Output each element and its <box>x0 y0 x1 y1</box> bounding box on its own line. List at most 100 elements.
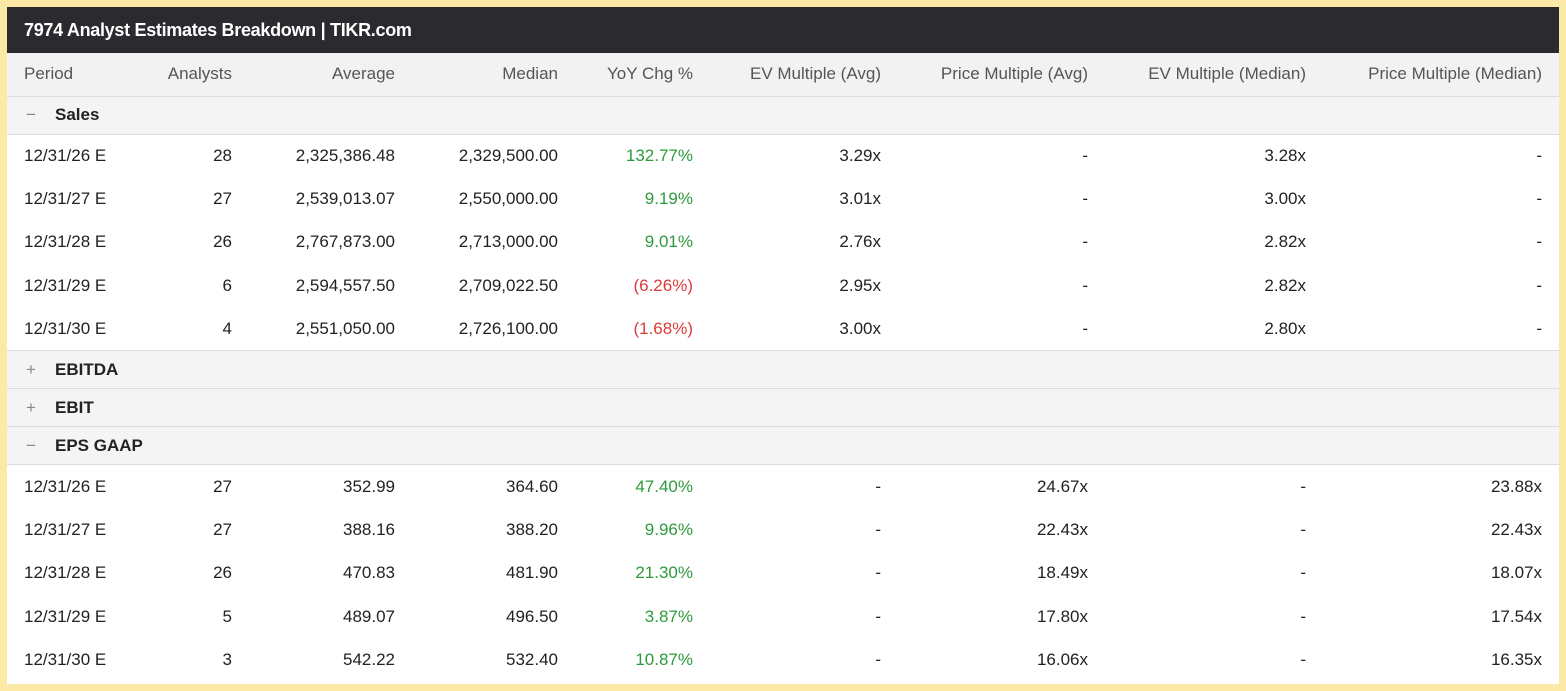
cell-price-median: 23.88x <box>1490 476 1542 496</box>
cell-period: 12/31/27 E <box>24 189 107 209</box>
col-header-average[interactable]: Average <box>331 64 395 84</box>
section-row-ebitda[interactable]: + EBITDA <box>7 350 1559 389</box>
section-row-ebit[interactable]: + EBIT <box>7 388 1559 427</box>
table-header-row: Period Analysts Average Median YoY Chg %… <box>7 53 1559 96</box>
cell-median: 2,329,500.00 <box>458 145 558 165</box>
cell-ev-median: - <box>1300 520 1306 540</box>
section-toggle-cell[interactable]: − Sales <box>7 96 1559 134</box>
section-toggle-cell[interactable]: − EPS GAAP <box>7 427 1559 465</box>
table-row: 12/31/28 E 26 470.83 481.90 21.30% - 18.49x - 18… <box>7 552 1559 595</box>
cell-ev-median: 2.82x <box>1264 275 1306 295</box>
cell-average: 2,539,013.07 <box>295 189 395 209</box>
table-row: 12/31/30 E 4 2,551,050.00 2,726,100.00 (1.68… <box>7 308 1559 351</box>
cell-yoy: 9.19% <box>644 189 693 209</box>
cell-yoy: 132.77% <box>625 145 693 165</box>
cell-analysts: 28 <box>213 145 232 165</box>
collapse-icon[interactable]: − <box>26 435 36 455</box>
cell-price-avg: 16.06x <box>1036 650 1088 670</box>
cell-ev-median: - <box>1300 606 1306 626</box>
cell-ev-median: 2.80x <box>1264 319 1306 338</box>
cell-analysts: 27 <box>213 520 232 540</box>
col-header-price-avg[interactable]: Price Multiple (Avg) <box>940 64 1088 84</box>
cell-median: 388.20 <box>506 520 558 540</box>
cell-yoy: 21.30% <box>635 563 693 583</box>
cell-ev-median: 3.28x <box>1264 145 1306 165</box>
cell-median: 532.40 <box>506 650 558 670</box>
cell-average: 542.22 <box>343 650 395 670</box>
estimates-table: Period Analysts Average Median YoY Chg %… <box>7 53 1559 682</box>
cell-price-avg: - <box>1082 275 1088 295</box>
cell-price-avg: - <box>1082 319 1088 338</box>
cell-yoy: 47.40% <box>635 476 693 496</box>
col-header-price-median[interactable]: Price Multiple (Median) <box>1368 64 1542 84</box>
cell-price-avg: - <box>1082 145 1088 165</box>
expand-icon[interactable]: + <box>26 359 36 379</box>
cell-ev-avg: - <box>875 563 881 583</box>
cell-price-median: - <box>1536 275 1542 295</box>
section-toggle-cell[interactable]: + EBITDA <box>7 351 1559 389</box>
cell-average: 2,594,557.50 <box>295 275 395 295</box>
cell-price-median: - <box>1536 319 1542 338</box>
cell-period: 12/31/28 E <box>24 232 107 252</box>
cell-median: 2,550,000.00 <box>458 189 558 209</box>
estimates-panel: 7974 Analyst Estimates Breakdown | TIKR.… <box>7 7 1559 684</box>
cell-ev-avg: 3.01x <box>839 189 881 209</box>
section-row-sales[interactable]: − Sales <box>7 96 1559 134</box>
col-header-period[interactable]: Period <box>24 64 74 84</box>
cell-ev-avg: 2.95x <box>839 275 881 295</box>
cell-period: 12/31/26 E <box>24 476 107 496</box>
table-row: 12/31/27 E 27 388.16 388.20 9.96% - 22.43x - 22.… <box>7 508 1559 551</box>
collapse-icon[interactable]: − <box>26 105 36 124</box>
cell-analysts: 5 <box>222 606 232 626</box>
cell-ev-median: 3.00x <box>1264 189 1306 209</box>
cell-period: 12/31/27 E <box>24 520 107 540</box>
cell-analysts: 6 <box>222 275 232 295</box>
cell-ev-avg: - <box>875 520 881 540</box>
cell-ev-avg: 3.00x <box>839 319 881 338</box>
table-row: 12/31/30 E 3 542.22 532.40 10.87% - 16.06x - 16.… <box>7 639 1559 682</box>
cell-yoy: (6.26%) <box>633 275 693 295</box>
cell-yoy: 9.01% <box>644 232 693 252</box>
col-header-ev-avg[interactable]: EV Multiple (Avg) <box>749 64 881 84</box>
section-label: EBIT <box>55 397 94 417</box>
cell-median: 2,726,100.00 <box>458 319 558 338</box>
cell-analysts: 4 <box>222 319 232 338</box>
cell-period: 12/31/29 E <box>24 275 107 295</box>
cell-price-avg: 22.43x <box>1036 520 1088 540</box>
section-row-eps-gaap[interactable]: − EPS GAAP <box>7 426 1559 465</box>
cell-price-avg: - <box>1082 232 1088 252</box>
table-row: 12/31/29 E 6 2,594,557.50 2,709,022.50 (6.26… <box>7 264 1559 307</box>
expand-icon[interactable]: + <box>26 397 36 417</box>
col-header-yoy[interactable]: YoY Chg % <box>606 64 693 84</box>
section-label: EBITDA <box>55 359 119 379</box>
col-header-median[interactable]: Median <box>502 64 558 84</box>
cell-price-avg: 24.67x <box>1036 476 1088 496</box>
cell-analysts: 26 <box>213 563 232 583</box>
cell-analysts: 26 <box>213 232 232 252</box>
cell-ev-avg: - <box>875 606 881 626</box>
cell-median: 496.50 <box>506 606 558 626</box>
cell-yoy: 10.87% <box>635 650 693 670</box>
panel-title: 7974 Analyst Estimates Breakdown | TIKR.… <box>7 7 1559 53</box>
cell-ev-avg: 3.29x <box>839 145 881 165</box>
cell-ev-avg: - <box>875 650 881 670</box>
cell-analysts: 3 <box>222 650 232 670</box>
cell-price-median: 22.43x <box>1490 520 1542 540</box>
cell-price-avg: 17.80x <box>1036 606 1088 626</box>
cell-median: 2,713,000.00 <box>458 232 558 252</box>
table-row: 12/31/29 E 5 489.07 496.50 3.87% - 17.80x - 17.5… <box>7 595 1559 638</box>
cell-average: 388.16 <box>343 520 395 540</box>
col-header-ev-median[interactable]: EV Multiple (Median) <box>1148 64 1306 84</box>
cell-price-median: - <box>1536 189 1542 209</box>
section-toggle-cell[interactable]: + EBIT <box>7 389 1559 427</box>
cell-ev-median: - <box>1300 563 1306 583</box>
cell-average: 352.99 <box>343 476 395 496</box>
table-row: 12/31/26 E 27 352.99 364.60 47.40% - 24.67x - 23… <box>7 465 1559 508</box>
cell-average: 489.07 <box>343 606 395 626</box>
cell-median: 364.60 <box>506 476 558 496</box>
table-row: 12/31/28 E 26 2,767,873.00 2,713,000.00 9.01… <box>7 221 1559 264</box>
cell-period: 12/31/30 E <box>24 319 107 338</box>
cell-average: 2,767,873.00 <box>295 232 395 252</box>
col-header-analysts[interactable]: Analysts <box>167 64 232 84</box>
cell-yoy: 3.87% <box>644 606 693 626</box>
